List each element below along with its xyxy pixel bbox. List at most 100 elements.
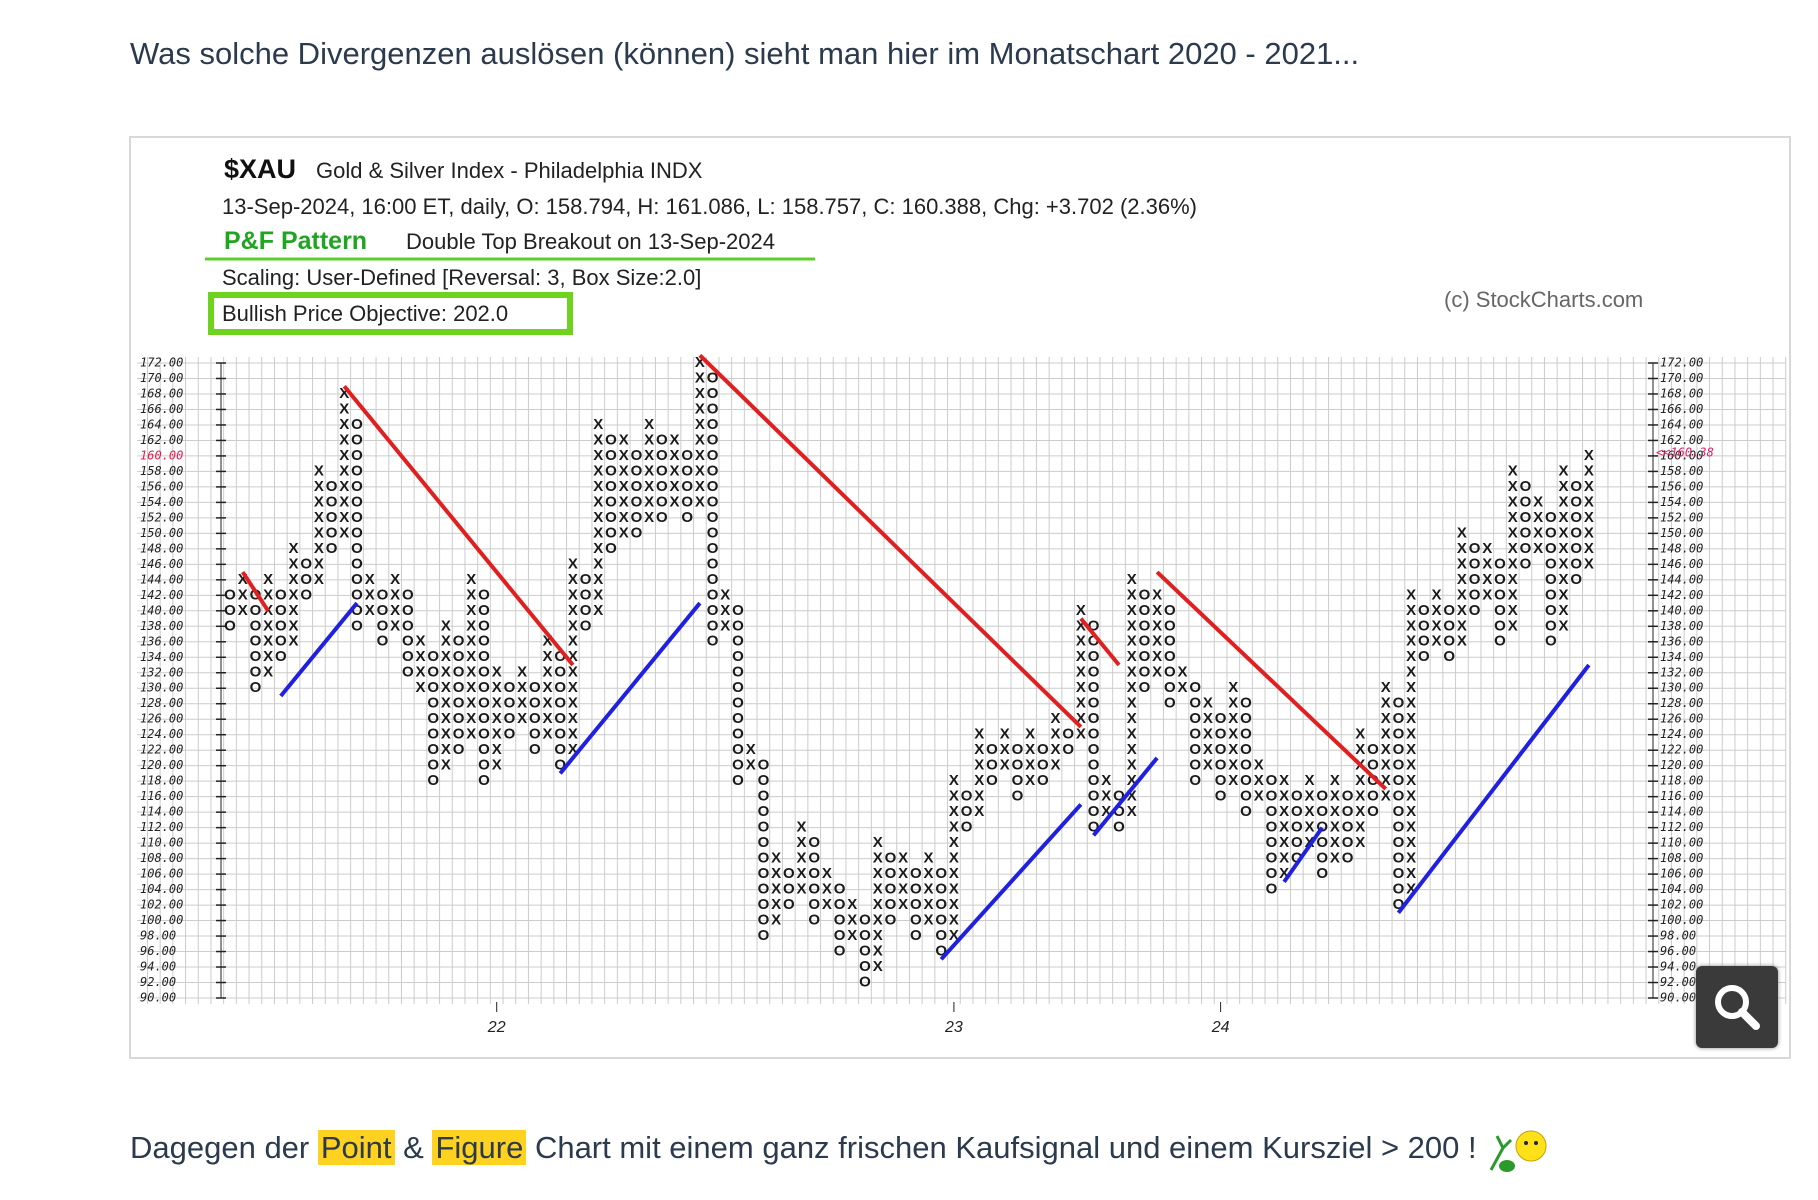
pnf-box: X (669, 478, 679, 495)
pnf-box: O (885, 881, 897, 898)
y-tick-label: 118.00 (140, 774, 183, 788)
pnf-box: O (1266, 772, 1278, 789)
pnf-box: X (492, 741, 502, 758)
pnf-box: O (681, 447, 693, 464)
pnf-box: X (746, 741, 756, 758)
pnf-box: X (1127, 586, 1137, 603)
pnf-box: O (808, 850, 820, 867)
pnf-box: X (1533, 524, 1543, 541)
pnf-box: O (859, 973, 871, 990)
trendline (1282, 826, 1324, 883)
pnf-box: O (504, 695, 516, 712)
y-tick-label-right: 126.00 (1660, 712, 1703, 726)
pnf-box: O (1520, 493, 1532, 510)
pnf-box: X (695, 493, 705, 510)
pnf-box: X (1000, 726, 1010, 743)
pnf-box: O (275, 633, 287, 650)
pnf-box: O (1545, 586, 1557, 603)
pnf-box: X (1127, 664, 1137, 681)
pnf-box: O (859, 958, 871, 975)
pnf-box: X (1457, 540, 1467, 557)
y-tick-label-right: 168.00 (1660, 386, 1703, 400)
y-tick-label: 132.00 (140, 665, 183, 679)
pnf-box: X (466, 586, 476, 603)
pnf-box: X (542, 695, 552, 712)
pnf-box: O (250, 664, 262, 681)
pnf-box: O (1393, 726, 1405, 743)
pnf-box: O (1088, 803, 1100, 820)
pnf-box: O (605, 431, 617, 448)
pnf-box: O (681, 462, 693, 479)
pnf-box: X (1558, 555, 1568, 572)
pnf-box: O (910, 896, 922, 913)
y-tick-label: 168.00 (140, 386, 183, 400)
y-tick-label-right: 114.00 (1660, 805, 1703, 819)
pnf-box: X (923, 881, 933, 898)
outro-text: Dagegen der Point & Figure Chart mit ein… (130, 1126, 1551, 1174)
pnf-box: X (1533, 509, 1543, 526)
pnf-box: X (1330, 850, 1340, 867)
pnf-box: O (605, 462, 617, 479)
pnf-box: O (554, 741, 566, 758)
pnf-box: O (1088, 757, 1100, 774)
symbol: $XAU (224, 154, 296, 184)
pnf-box: X (238, 602, 248, 619)
pnf-box: X (1127, 772, 1137, 789)
pnf-box: O (1164, 679, 1176, 696)
pnf-box: X (441, 664, 451, 681)
pnf-box: O (326, 540, 338, 557)
pnf-box: O (707, 633, 719, 650)
pnf-box: O (1393, 803, 1405, 820)
pnf-box: X (1304, 819, 1314, 836)
pnf-box: O (377, 633, 389, 650)
y-tick-label-right: 154.00 (1660, 495, 1703, 509)
pnf-box: X (492, 710, 502, 727)
credit: (c) StockCharts.com (1444, 287, 1643, 312)
pnf-box: O (351, 416, 363, 433)
pnf-box: O (351, 617, 363, 634)
pnf-box: O (1494, 617, 1506, 634)
pnf-box: X (466, 633, 476, 650)
pnf-box: O (554, 726, 566, 743)
pnf-box: X (1508, 617, 1518, 634)
pnf-box: O (1088, 788, 1100, 805)
pnf-box: X (339, 524, 349, 541)
y-tick-label-right: 118.00 (1660, 774, 1703, 788)
pnf-box: X (1431, 586, 1441, 603)
y-tick-label-right: 170.00 (1660, 371, 1703, 385)
pnf-box: X (796, 881, 806, 898)
pnf-box: O (935, 896, 947, 913)
pnf-box: O (758, 927, 770, 944)
pnf-box: O (758, 819, 770, 836)
pnf-box: X (1228, 772, 1238, 789)
pnf-box: X (949, 834, 959, 851)
pnf-box: X (1279, 772, 1289, 789)
pnf-box: O (1469, 586, 1481, 603)
pnf-box: X (1000, 757, 1010, 774)
zoom-button[interactable] (1696, 966, 1778, 1048)
pnf-box: O (529, 695, 541, 712)
pnf-box: X (1152, 648, 1162, 665)
pnf-box: O (453, 726, 465, 743)
pnf-box: X (1584, 478, 1594, 495)
pnf-box: O (1342, 819, 1354, 836)
trendline (939, 803, 1083, 961)
pnf-box: X (1076, 633, 1086, 650)
y-tick-label-right: 94.00 (1660, 960, 1696, 974)
pnf-box: X (644, 431, 654, 448)
pnf-box: X (669, 462, 679, 479)
pnf-box: X (1330, 788, 1340, 805)
pnf-box: O (1189, 679, 1201, 696)
pnf-box: X (1406, 648, 1416, 665)
pnf-box: X (1254, 757, 1264, 774)
pnf-box: X (873, 896, 883, 913)
pnf-box: O (427, 648, 439, 665)
pnf-box: O (986, 741, 998, 758)
